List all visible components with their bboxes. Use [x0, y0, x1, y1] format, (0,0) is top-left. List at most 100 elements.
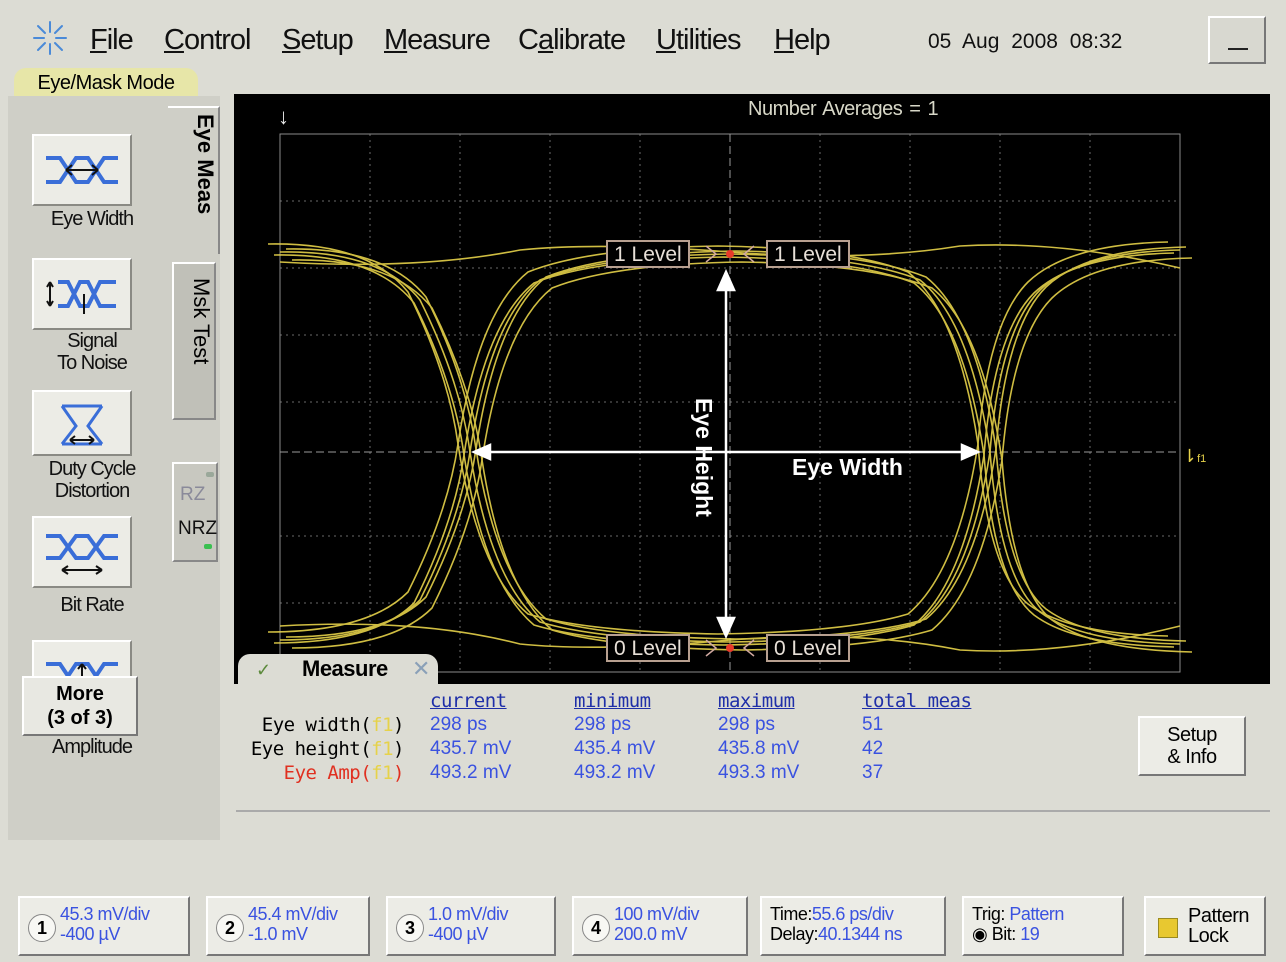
agilent-logo-icon — [33, 21, 67, 55]
minimize-icon — [1228, 48, 1248, 50]
cell-minimum: 298 ps — [574, 714, 632, 735]
more-label: More — [56, 683, 104, 705]
row-close: ) — [393, 738, 404, 760]
mode-tab[interactable]: Eye/Mask Mode — [14, 68, 198, 96]
channel-2-button[interactable]: 2 45.4 mV/div -1.0 mV — [206, 896, 370, 956]
collapse-chevron-icon[interactable]: ✓ — [256, 660, 272, 680]
cell-total: 51 — [862, 714, 884, 735]
rz-label: RZ — [180, 484, 206, 505]
channel-marker-label: f1 — [1197, 453, 1207, 465]
channel-2-scale: 45.4 mV/div — [248, 904, 338, 924]
channel-1-button[interactable]: 1 45.3 mV/div -400 µV — [18, 896, 190, 956]
date-time-display: 05 Aug 2008 08:32 — [928, 30, 1123, 53]
menu-measure[interactable]: Measure — [384, 24, 491, 56]
column-header-current: current — [430, 690, 507, 712]
duty-cycle-distortion-button[interactable] — [32, 390, 132, 456]
time-value: 55.6 ps/div — [811, 904, 894, 924]
eye-width-button[interactable] — [32, 134, 132, 206]
channel-4-button[interactable]: 4 100 mV/div 200.0 mV — [572, 896, 748, 956]
cell-current: 493.2 mV — [430, 762, 512, 783]
lock-icon — [1158, 918, 1178, 938]
menu-help[interactable]: Help — [774, 24, 831, 56]
row-close: ) — [393, 714, 404, 736]
row-label: Eye height( — [250, 738, 372, 760]
rz-led-icon — [206, 472, 214, 477]
trigger-button[interactable]: Trig: Pattern ◉ Bit: 19 — [962, 896, 1124, 956]
bit-value: 19 — [1020, 924, 1040, 944]
channel-3-number: 3 — [396, 914, 424, 942]
eye-icon: ◉ — [972, 924, 992, 944]
cell-current: 435.7 mV — [430, 738, 512, 759]
zero-level-marker-dot — [726, 644, 734, 652]
menu-calibrate[interactable]: Calibrate — [518, 24, 626, 56]
duty-cycle-distortion-label: Duty Cycle Distortion — [48, 458, 137, 502]
nrz-led-icon — [204, 544, 212, 549]
trigger-arrow-icon: ↓ — [278, 104, 289, 129]
table-row-label: Eye Amp(f1) — [236, 762, 405, 784]
more-button[interactable]: More (3 of 3) — [22, 676, 138, 736]
pattern-lock-button[interactable]: Pattern Lock — [1144, 896, 1266, 956]
cell-current: 298 ps — [430, 714, 488, 735]
cell-total: 37 — [862, 762, 884, 783]
tab-eye-meas[interactable]: Eye Meas — [168, 106, 220, 254]
channel-3-button[interactable]: 3 1.0 mV/div -400 µV — [386, 896, 556, 956]
setup-info-label-1: Setup — [1167, 724, 1217, 746]
channel-4-offset: 200.0 mV — [614, 924, 688, 944]
minimize-button[interactable] — [1208, 16, 1266, 64]
row-channel: f1 — [371, 714, 394, 736]
close-icon[interactable]: ✕ — [412, 656, 431, 681]
bit-rate-button[interactable] — [32, 516, 132, 588]
column-header-maximum: maximum — [718, 690, 795, 712]
bit-rate-label: Bit Rate — [60, 594, 124, 616]
one-level-marker-dot — [726, 250, 734, 258]
row-close: ) — [393, 762, 404, 784]
delay-label: Delay: — [770, 924, 819, 944]
one-level-left-label: 1 Level — [606, 240, 690, 268]
menu-control[interactable]: Control — [164, 24, 251, 56]
setup-info-label-2: & Info — [1167, 746, 1217, 768]
menu-setup[interactable]: Setup — [282, 24, 354, 56]
timebase-button[interactable]: Time:55.6 ps/div Delay:40.1344 ns — [760, 896, 946, 956]
channel-4-scale: 100 mV/div — [614, 904, 700, 924]
channel-marker-icon[interactable]: ⇂f1 — [1182, 446, 1207, 466]
cell-maximum: 298 ps — [718, 714, 776, 735]
channel-1-scale: 45.3 mV/div — [60, 904, 150, 924]
row-channel: f1 — [371, 762, 394, 784]
row-label: Eye width( — [261, 714, 372, 736]
row-channel: f1 — [371, 738, 394, 760]
time-label: Time: — [770, 904, 812, 924]
measure-tab[interactable] — [238, 654, 438, 686]
channel-1-number: 1 — [28, 914, 56, 942]
eye-width-annotation: Eye Width — [792, 454, 903, 480]
trig-value: Pattern — [1009, 904, 1064, 924]
bit-rate-icon — [46, 534, 118, 575]
measure-title: Measure — [302, 656, 388, 681]
signal-to-noise-button[interactable] — [32, 258, 132, 330]
scope-display[interactable] — [234, 94, 1270, 684]
table-row-label: Eye height(f1) — [236, 738, 405, 760]
setup-info-button[interactable]: Setup & Info — [1138, 716, 1246, 776]
row-label: Eye Amp( — [283, 762, 372, 784]
column-header-total-meas: total meas — [862, 690, 972, 712]
zero-level-right-label: 0 Level — [766, 634, 850, 662]
menu-bar: File Control Setup Measure Calibrate Uti… — [0, 0, 1286, 76]
channel-2-offset: -1.0 mV — [248, 924, 308, 944]
cell-maximum: 435.8 mV — [718, 738, 800, 759]
tab-msk-test[interactable]: Msk Test — [172, 262, 216, 420]
channel-4-number: 4 — [582, 914, 610, 942]
trig-label: Trig: — [972, 904, 1010, 924]
column-header-minimum: minimum — [574, 690, 651, 712]
rz-nrz-toggle[interactable]: RZ NRZ — [172, 462, 218, 562]
signal-to-noise-label: Signal To Noise — [57, 330, 128, 374]
channel-3-offset: -400 µV — [428, 924, 488, 944]
channel-3-scale: 1.0 mV/div — [428, 904, 509, 924]
eye-width-icon — [46, 156, 118, 184]
bit-label: Bit: — [991, 924, 1021, 944]
menu-file[interactable]: File — [90, 24, 134, 56]
level-markers — [705, 245, 755, 657]
menu-utilities[interactable]: Utilities — [656, 24, 741, 56]
cell-maximum: 493.3 mV — [718, 762, 800, 783]
cell-total: 42 — [862, 738, 884, 759]
eye-width-arrow — [470, 443, 982, 461]
